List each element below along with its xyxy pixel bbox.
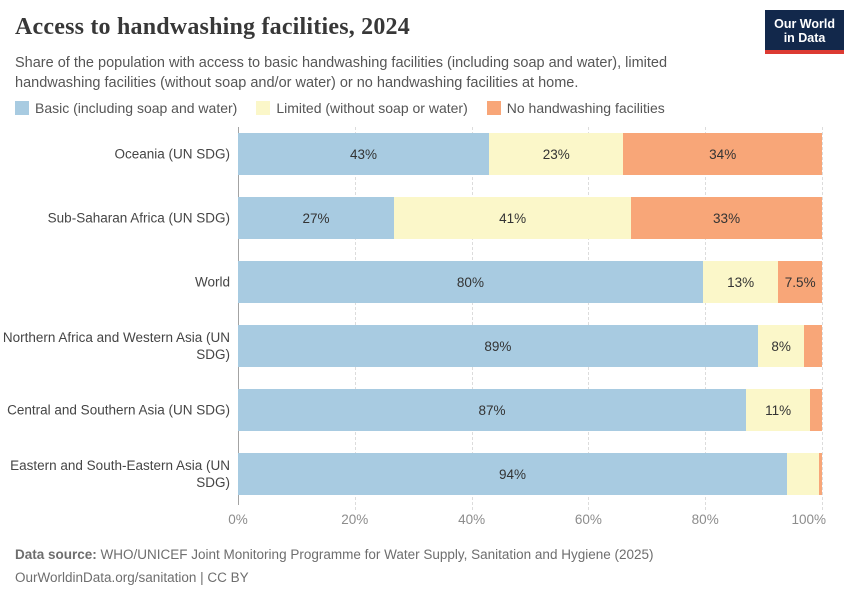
row-label: Eastern and South-Eastern Asia (UN SDG) (10, 458, 230, 490)
bar-segment[interactable]: 43% (238, 133, 490, 175)
plot-grid (238, 127, 823, 510)
stacked-bar: 80% 13% 7.5% (238, 261, 822, 303)
stacked-bar: 89% 8% (238, 325, 822, 367)
legend-item[interactable]: Basic (including soap and water) (15, 100, 237, 116)
table-row: Eastern and South-Eastern Asia (UN SDG) 9… (0, 442, 850, 506)
page-title: Access to handwashing facilities, 2024 (15, 14, 410, 40)
bar-value-label: 89% (484, 338, 512, 354)
owid-logo[interactable]: Our World in Data (765, 10, 844, 54)
legend-label: Basic (including soap and water) (35, 100, 238, 116)
bar-segment[interactable]: 34% (623, 133, 822, 175)
bar-rows: Oceania (UN SDG) 43% 23% 34% Sub-Saharan Afr… (0, 122, 850, 506)
stacked-bar: 94% (238, 453, 822, 495)
bar-value-label: 8% (771, 338, 791, 354)
bar-value-label: 11% (765, 402, 792, 418)
data-source-line: Data source: WHO/UNICEF Joint Monitoring… (15, 543, 654, 566)
row-label: World (194, 274, 230, 290)
x-axis: 0% 20% 40% 60% 80% 100% (228, 512, 826, 530)
bar-value-label: 23% (542, 146, 570, 162)
bar-segment[interactable]: 8% (757, 325, 805, 367)
license-line[interactable]: OurWorldinData.org/sanitation | CC BY (15, 570, 249, 585)
x-tick-label: 60% (574, 512, 602, 527)
owid-logo-line2: in Data (783, 31, 826, 45)
legend-swatch-icon (15, 101, 29, 115)
bar-value-label: 27% (302, 210, 330, 226)
gridline (588, 127, 590, 510)
table-row: World 80% 13% 7.5% (0, 250, 850, 314)
bar-segment[interactable]: 11% (746, 389, 811, 431)
bar-segment[interactable]: 27% (238, 197, 395, 239)
stacked-bar: 27% 41% 33% (238, 197, 822, 239)
data-source-label: Data source: (15, 547, 97, 562)
x-tick-label: 0% (228, 512, 248, 527)
legend-item[interactable]: Limited (without soap or water) (256, 100, 468, 116)
bar-segment[interactable] (819, 453, 822, 495)
bar-segment[interactable]: 80% (238, 261, 703, 303)
bar-value-label: 87% (478, 402, 506, 418)
bar-segment[interactable]: 94% (238, 453, 787, 495)
bar-segment[interactable]: 23% (489, 133, 624, 175)
gridline (354, 127, 356, 510)
bar-segment[interactable]: 33% (631, 197, 822, 239)
legend-label: Limited (without soap or water) (276, 100, 468, 116)
bar-segment[interactable] (786, 453, 820, 495)
bar-value-label: 13% (727, 274, 755, 290)
stacked-bar: 43% 23% 34% (238, 133, 822, 175)
bar-value-label: 80% (456, 274, 484, 290)
bar-value-label: 94% (498, 466, 526, 482)
gridline (822, 127, 823, 510)
x-tick-label: 100% (791, 512, 826, 527)
bar-segment[interactable]: 87% (238, 389, 747, 431)
bar-value-label: 43% (350, 146, 378, 162)
bar-value-label: 34% (709, 146, 737, 162)
legend-item[interactable]: No handwashing facilities (486, 100, 665, 116)
bar-segment[interactable]: 13% (702, 261, 779, 303)
bar-segment[interactable]: 41% (394, 197, 632, 239)
row-label: Oceania (UN SDG) (114, 146, 230, 162)
legend-label: No handwashing facilities (506, 100, 665, 116)
row-label: Central and Southern Asia (UN SDG) (7, 402, 230, 418)
stacked-bar: 87% 11% (238, 389, 822, 431)
data-source-text: WHO/UNICEF Joint Monitoring Programme fo… (96, 547, 654, 562)
bar-segment[interactable] (810, 389, 822, 431)
table-row: Sub-Saharan Africa (UN SDG) 27% 41% 33% (0, 186, 850, 250)
owid-logo-line1: Our World (774, 17, 835, 31)
gridline (471, 127, 473, 510)
legend-swatch-icon (486, 101, 501, 115)
legend: Basic (including soap and water) Limited … (15, 100, 665, 116)
bar-value-label: 7.5% (784, 274, 816, 290)
table-row: Oceania (UN SDG) 43% 23% 34% (0, 122, 850, 186)
x-tick-label: 40% (458, 512, 486, 527)
bar-segment[interactable]: 89% (238, 325, 758, 367)
legend-swatch-icon (256, 101, 271, 115)
bar-segment[interactable] (804, 325, 822, 367)
chart-subtitle: Share of the population with access to b… (15, 55, 668, 91)
x-tick-label: 20% (341, 512, 369, 527)
bar-value-label: 41% (499, 210, 527, 226)
table-row: Central and Southern Asia (UN SDG) 87% 11% (0, 378, 850, 442)
bar-segment[interactable]: 7.5% (778, 261, 822, 303)
x-tick-label: 80% (691, 512, 719, 527)
row-label: Sub-Saharan Africa (UN SDG) (47, 210, 230, 226)
row-label: Northern Africa and Western Asia (UN SDG… (2, 330, 230, 362)
gridline (705, 127, 707, 510)
y-axis-line (238, 127, 239, 505)
table-row: Northern Africa and Western Asia (UN SDG… (0, 314, 850, 378)
chart-footer: Data source: WHO/UNICEF Joint Monitoring… (15, 543, 654, 589)
bar-value-label: 33% (713, 210, 741, 226)
